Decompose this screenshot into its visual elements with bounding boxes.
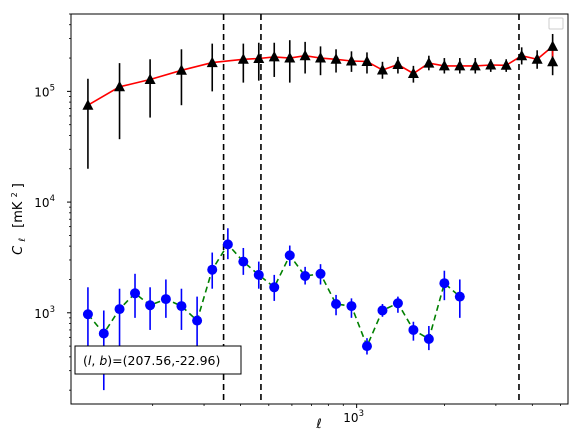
- data-point: [331, 299, 342, 310]
- data-point: [500, 59, 512, 70]
- data-point: [238, 256, 249, 267]
- data-point: [269, 282, 280, 293]
- data-point: [176, 301, 187, 312]
- data-point: [237, 53, 249, 64]
- data-point: [361, 341, 372, 352]
- data-point: [284, 52, 296, 63]
- data-point: [392, 298, 403, 309]
- data-point: [253, 52, 265, 64]
- data-point: [175, 64, 187, 75]
- data-point: [145, 300, 156, 311]
- data-point: [160, 294, 171, 305]
- data-point: [454, 59, 466, 71]
- data-point: [361, 55, 373, 67]
- data-point: [98, 328, 109, 339]
- data-point: [130, 288, 141, 299]
- data-point: [206, 56, 218, 68]
- y-tick-label: 105: [34, 83, 55, 99]
- data-point: [345, 55, 357, 66]
- x-axis-label: ℓ: [315, 417, 321, 432]
- data-point: [547, 55, 559, 67]
- data-point: [392, 58, 404, 69]
- data-point: [222, 239, 233, 250]
- series-0: [82, 33, 559, 169]
- data-point: [268, 50, 280, 62]
- data-point: [376, 63, 388, 75]
- x-tick-exponent: 3: [359, 409, 364, 419]
- data-point: [407, 67, 419, 79]
- data-point: [531, 53, 543, 64]
- y-label-unit: [mK: [11, 201, 26, 228]
- data-point: [485, 59, 497, 70]
- data-point: [253, 269, 264, 280]
- data-point: [346, 301, 357, 312]
- annotation-text: (l, b)=(207.56,-22.96): [83, 353, 220, 368]
- data-point: [516, 49, 528, 61]
- data-point: [330, 53, 342, 64]
- data-point: [454, 291, 465, 302]
- plot-area: [82, 14, 559, 404]
- x-axis: 103: [152, 404, 562, 425]
- data-point: [469, 59, 481, 71]
- data-point: [82, 99, 94, 110]
- axes-frame: [70, 13, 569, 405]
- data-point: [547, 40, 559, 51]
- y-label-unit-end: ]: [11, 183, 26, 188]
- legend-box: [548, 17, 564, 30]
- annotation-box: (l, b)=(207.56,-22.96): [74, 345, 242, 375]
- data-point: [207, 264, 218, 275]
- data-point: [439, 278, 450, 289]
- y-label-subscript: ℓ: [18, 238, 28, 243]
- y-axis: 103 104 105: [34, 13, 71, 391]
- data-point: [408, 324, 419, 335]
- y-tick-label: 104: [34, 194, 55, 210]
- data-point: [438, 59, 450, 71]
- data-point: [423, 57, 435, 68]
- y-tick-exponent: 5: [50, 83, 55, 93]
- data-point: [192, 315, 203, 326]
- y-label-unit-sup: 2: [10, 192, 19, 197]
- data-point: [423, 333, 434, 344]
- data-point: [144, 73, 156, 85]
- y-tick-label: 103: [34, 305, 55, 321]
- data-point: [377, 305, 388, 316]
- data-point: [82, 309, 93, 320]
- y-axis-label: C ℓ [mK 2 ]: [6, 183, 29, 255]
- data-point: [315, 268, 326, 279]
- data-point: [299, 49, 311, 61]
- data-point: [114, 304, 125, 315]
- y-label-symbol: C: [11, 245, 26, 255]
- x-tick-label: 103: [343, 409, 364, 425]
- data-point: [284, 250, 295, 261]
- data-point: [114, 80, 126, 92]
- data-point: [315, 52, 327, 63]
- data-point: [300, 270, 311, 281]
- y-tick-exponent: 4: [50, 194, 55, 204]
- y-tick-exponent: 3: [50, 305, 55, 315]
- series-1: [82, 228, 465, 391]
